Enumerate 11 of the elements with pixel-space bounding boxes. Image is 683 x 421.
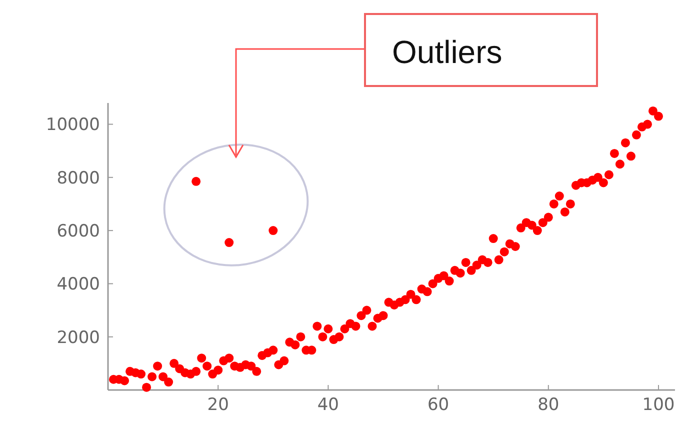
y-tick-label: 10000 [46, 115, 100, 136]
x-tick-label: 40 [317, 395, 340, 415]
text: Outliers [392, 34, 502, 70]
x-tick-label: 80 [538, 395, 560, 415]
y-tick-label: 4000 [56, 274, 100, 295]
x-tick-label: 20 [207, 395, 229, 415]
y-tick-label: 6000 [56, 222, 100, 242]
x-tick-label: 100 [642, 395, 675, 415]
y-tick-label: 8000 [56, 168, 100, 188]
x-tick-label: 60 [427, 395, 450, 415]
y-tick-label: 2000 [56, 328, 100, 348]
